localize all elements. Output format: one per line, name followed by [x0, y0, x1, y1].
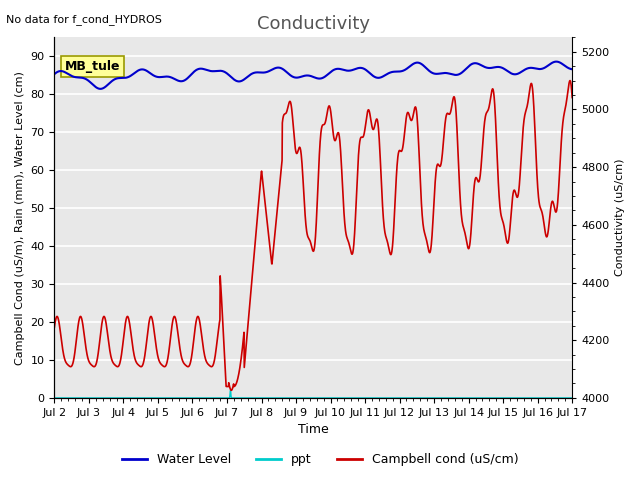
- Legend: Water Level, ppt, Campbell cond (uS/cm): Water Level, ppt, Campbell cond (uS/cm): [116, 448, 524, 471]
- Text: MB_tule: MB_tule: [65, 60, 120, 73]
- Text: No data for f_cond_HYDROS: No data for f_cond_HYDROS: [6, 14, 163, 25]
- Y-axis label: Campbell Cond (uS/m), Rain (mm), Water Level (cm): Campbell Cond (uS/m), Rain (mm), Water L…: [15, 71, 25, 365]
- Title: Conductivity: Conductivity: [257, 15, 370, 33]
- X-axis label: Time: Time: [298, 423, 329, 436]
- Y-axis label: Conductivity (uS/cm): Conductivity (uS/cm): [615, 159, 625, 276]
